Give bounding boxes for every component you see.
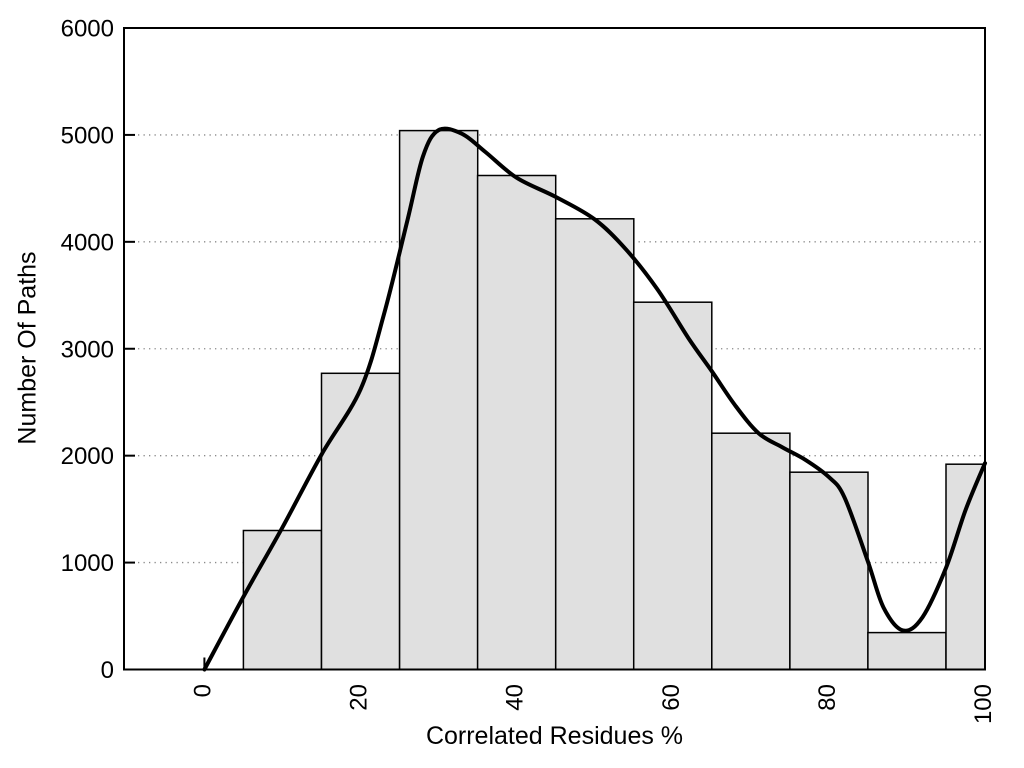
x-tick-label: 20	[346, 684, 373, 711]
x-axis-label: Correlated Residues %	[425, 722, 684, 750]
histogram-bar	[554, 218, 635, 671]
y-tick-label: 5000	[61, 122, 114, 149]
histogram-bar	[789, 471, 869, 671]
x-tick-label: 80	[814, 684, 841, 711]
x-tick-label: 60	[658, 684, 685, 711]
x-tick-label: 40	[502, 684, 529, 711]
x-tick-label: 100	[970, 684, 997, 724]
fit-curve	[202, 126, 987, 672]
histogram-bar	[476, 174, 557, 671]
histogram-bar	[867, 631, 947, 671]
y-tick-label: 4000	[61, 229, 114, 256]
histogram-bar	[242, 529, 323, 671]
histogram-bar	[711, 432, 791, 671]
plot-border	[123, 27, 986, 671]
y-axis-label: Number Of Paths	[13, 251, 42, 445]
x-tick-label: 0	[189, 684, 216, 697]
y-tick-label: 0	[101, 657, 114, 684]
y-tick-label: 6000	[61, 16, 114, 43]
y-tick-label: 1000	[61, 550, 114, 577]
y-tick-label: 2000	[61, 443, 114, 470]
histogram-bar	[945, 463, 986, 671]
histogram-bar	[320, 372, 401, 671]
y-tick-label: 3000	[61, 336, 114, 363]
